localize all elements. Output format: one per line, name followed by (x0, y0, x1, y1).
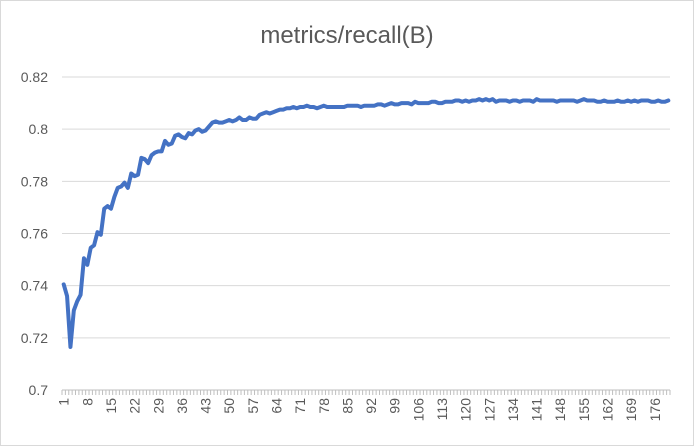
x-tick-label: 106 (410, 398, 426, 422)
y-tick-label: 0.82 (21, 69, 48, 85)
x-tick-label: 71 (292, 398, 308, 414)
x-tick-label: 141 (529, 398, 545, 422)
x-tick-label: 22 (127, 398, 143, 414)
x-tick-label: 78 (316, 398, 332, 414)
x-tick-label: 169 (623, 398, 639, 422)
y-tick-label: 0.72 (21, 330, 48, 346)
x-tick-label: 43 (198, 398, 214, 414)
x-tick-label: 113 (434, 398, 450, 421)
x-tick-label: 85 (339, 398, 355, 414)
x-tick-label: 92 (363, 398, 379, 414)
series-group (61, 97, 671, 349)
x-tick-label: 148 (552, 398, 568, 422)
x-tick-label: 64 (268, 398, 284, 414)
x-tick-label: 134 (505, 398, 521, 422)
x-tick-label: 50 (221, 398, 237, 414)
x-tick-label: 15 (103, 398, 119, 414)
x-tick-label: 8 (79, 398, 95, 406)
x-tick-label: 29 (150, 398, 166, 414)
x-tick-label: 162 (600, 398, 616, 422)
y-tick-label: 0.78 (21, 173, 48, 189)
x-tick-label: 120 (458, 398, 474, 422)
x-tick-label: 176 (647, 398, 663, 422)
x-tick-label: 99 (387, 398, 403, 414)
x-axis (61, 390, 671, 395)
x-tick-label: 127 (481, 398, 497, 422)
y-tick-label: 0.8 (29, 121, 49, 137)
x-tick-label: 57 (245, 398, 261, 414)
x-tick-label: 36 (174, 398, 190, 414)
series-line (61, 97, 671, 349)
y-tick-label: 0.7 (29, 382, 49, 398)
gridlines (62, 76, 670, 391)
y-tick-label: 0.74 (21, 278, 48, 294)
chart-title: metrics/recall(B) (260, 22, 434, 49)
x-tick-label: 155 (576, 398, 592, 422)
x-axis-labels: 1 8 15 22 29 36 43 50 57 64 71 78 85 92 99 106 113 120 127… (56, 398, 663, 422)
x-tick-label: 1 (56, 398, 72, 406)
y-axis-labels: 0.7 0.72 0.74 0.76 0.78 0.8 0.82 (21, 69, 48, 398)
y-tick-label: 0.76 (21, 226, 48, 242)
